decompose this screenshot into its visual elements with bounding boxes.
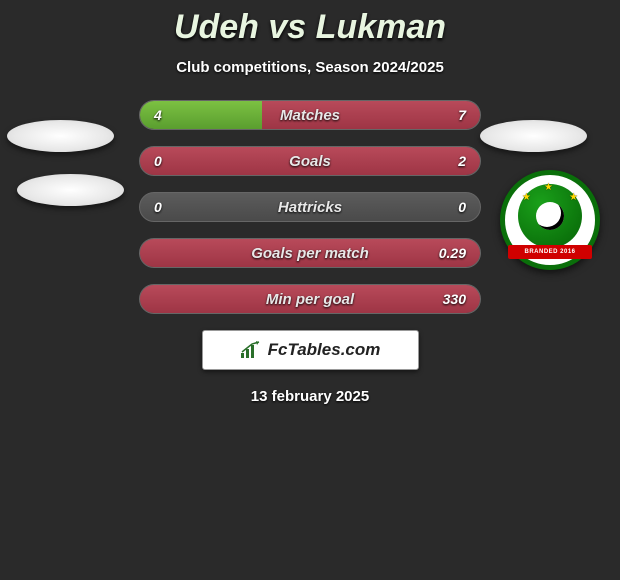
chart-icon [240,341,262,359]
stat-value-right: 2 [458,147,466,175]
club-badge-ribbon: BRANDED 2016 [508,245,592,259]
stat-row: 0Goals2 [139,146,481,176]
brand-box[interactable]: FcTables.com [202,330,419,370]
stat-row: 0Hattricks0 [139,192,481,222]
stat-label: Matches [140,101,480,129]
page-subtitle: Club competitions, Season 2024/2025 [0,59,620,76]
brand-text: FcTables.com [268,340,381,360]
club-badge-inner: ★ ★ ★ [518,184,582,248]
ball-icon [536,202,564,230]
date-text: 13 february 2025 [0,388,620,405]
club-badge: ★ ★ ★ BRANDED 2016 [500,170,600,270]
player-left-badge-1 [7,120,114,152]
page-title: Udeh vs Lukman [0,8,620,47]
player-left-badge-2 [17,174,124,206]
stat-label: Goals [140,147,480,175]
stat-value-right: 7 [458,101,466,129]
star-icon: ★ [569,192,578,203]
stat-label: Min per goal [140,285,480,313]
player-right-badge-1 [480,120,587,152]
stat-value-right: 0 [458,193,466,221]
stat-value-right: 0.29 [439,239,466,267]
star-icon: ★ [522,192,531,203]
stat-row: Min per goal330 [139,284,481,314]
stat-row: 4Matches7 [139,100,481,130]
stat-row: Goals per match0.29 [139,238,481,268]
stat-label: Goals per match [140,239,480,267]
star-icon: ★ [544,182,553,193]
stat-label: Hattricks [140,193,480,221]
stat-value-right: 330 [443,285,466,313]
